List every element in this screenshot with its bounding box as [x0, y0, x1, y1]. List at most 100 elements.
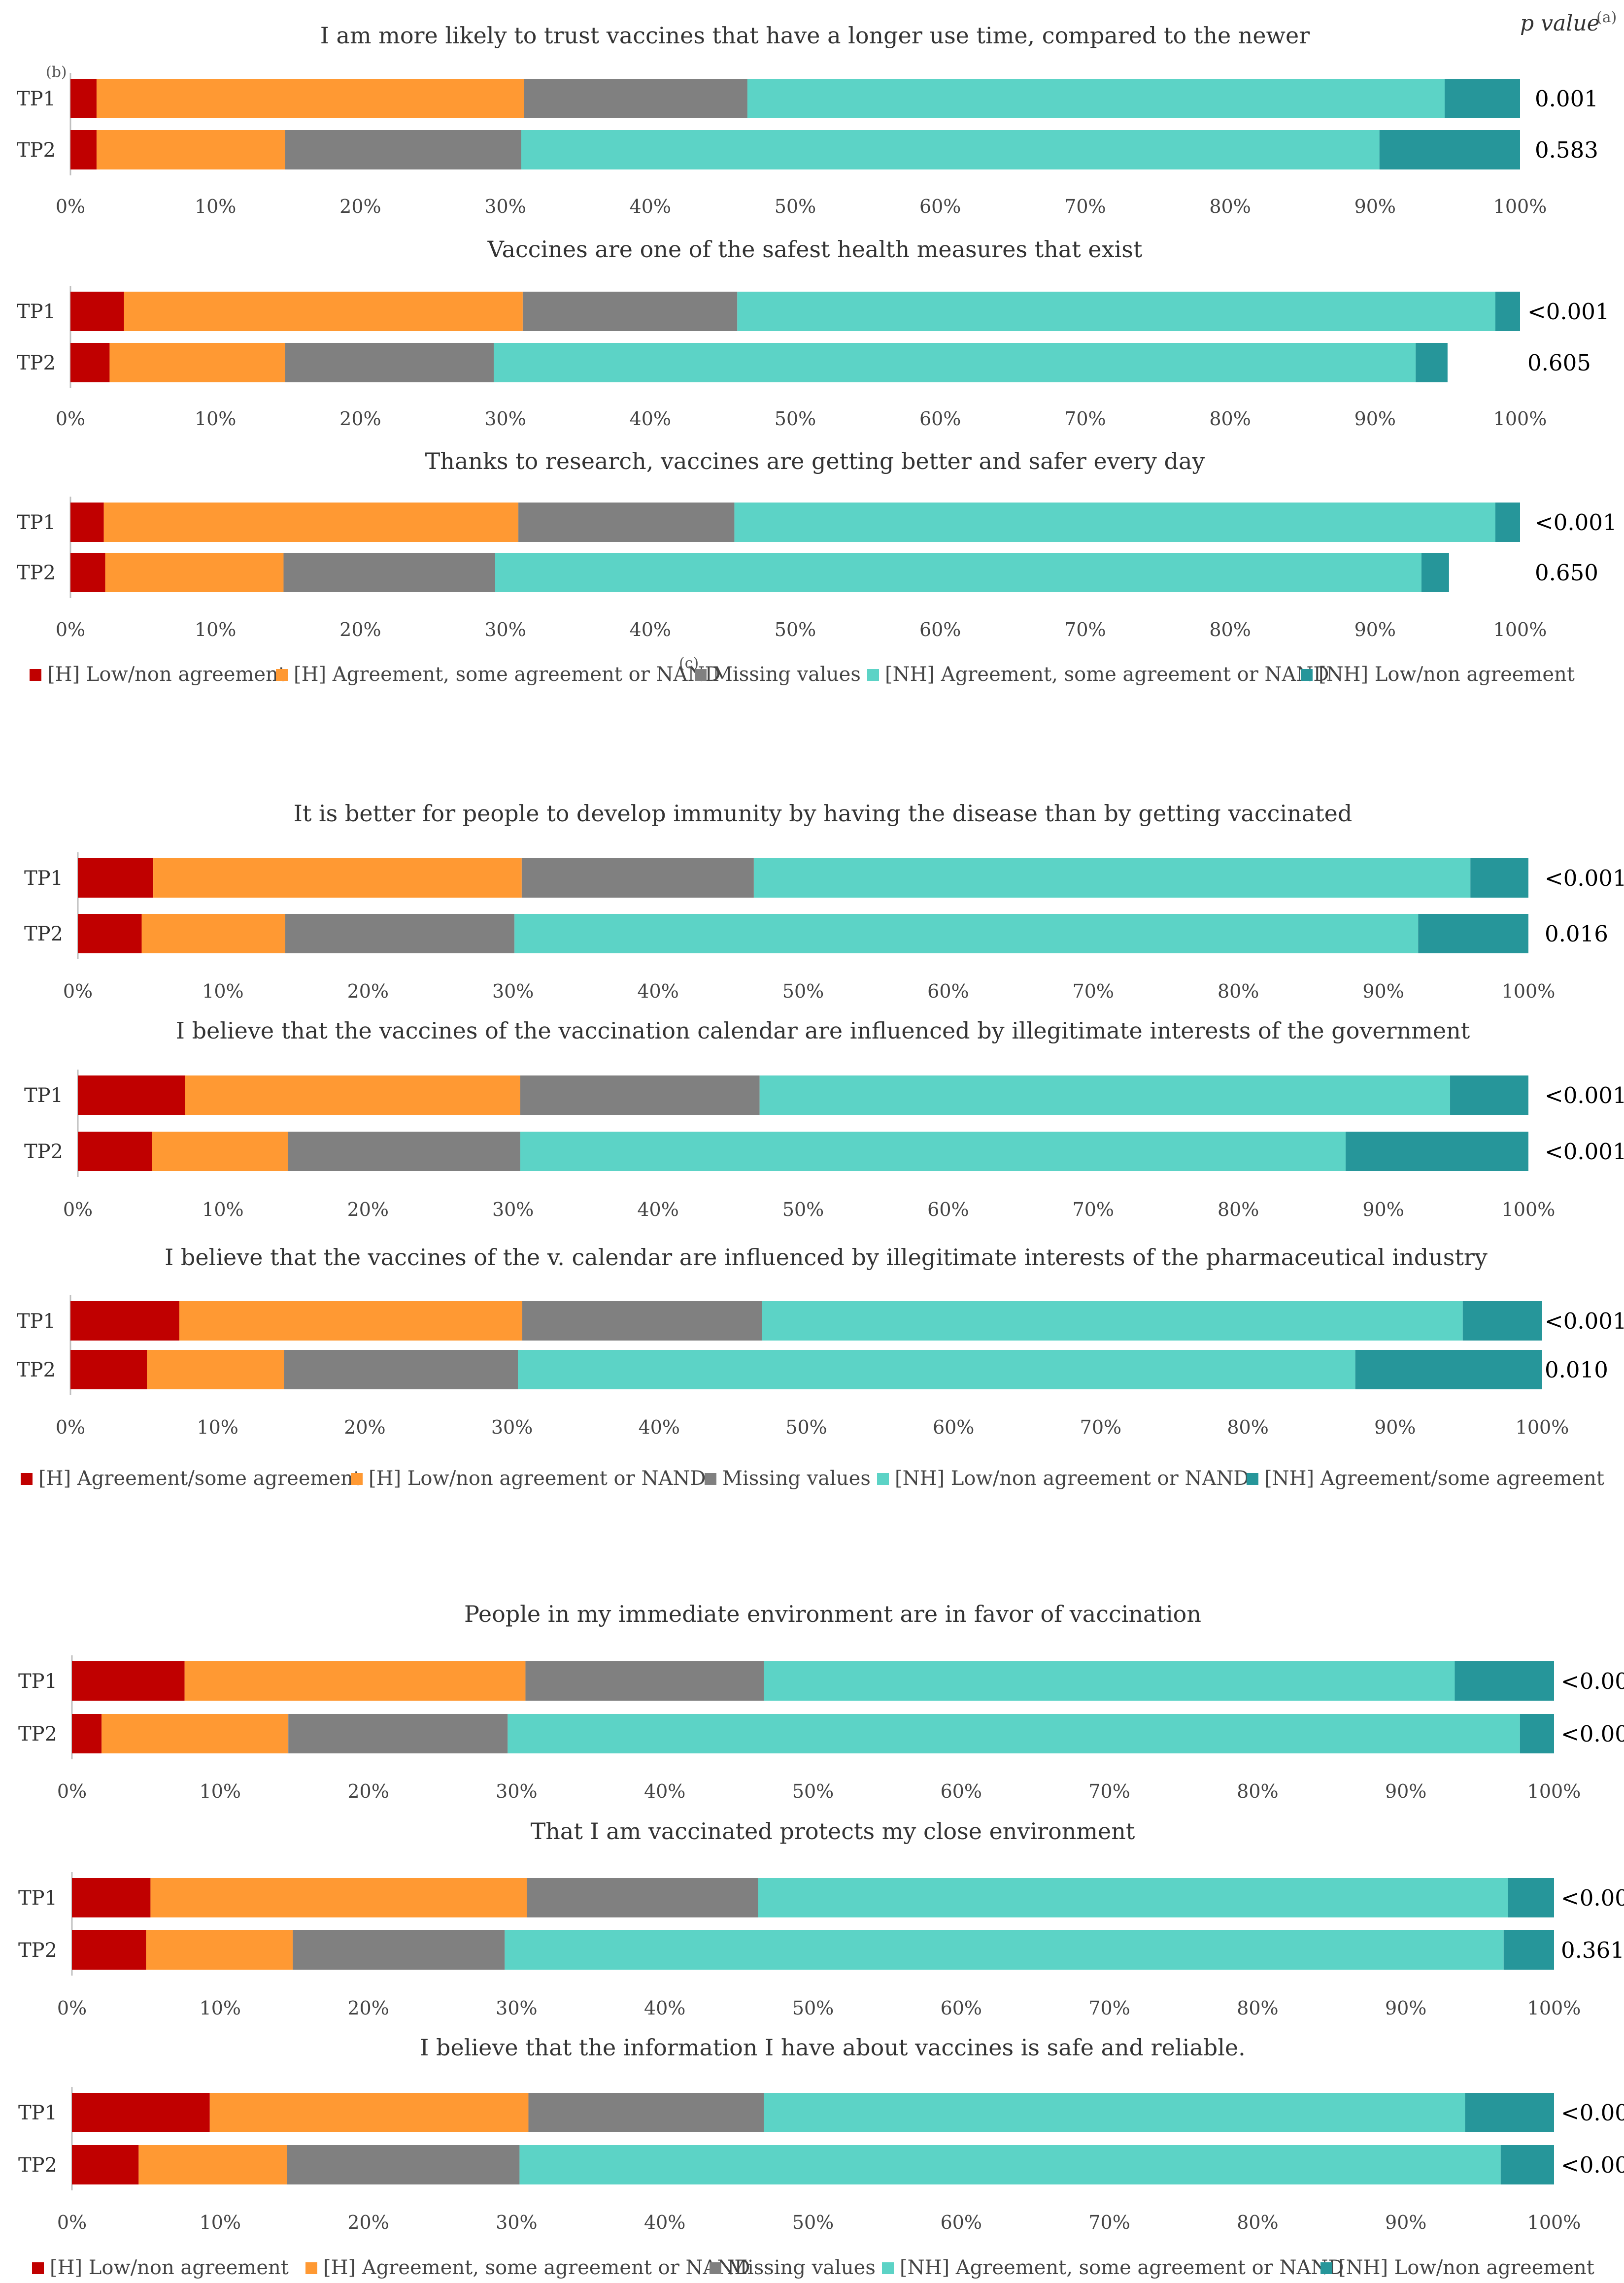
x-tick-label: 60% [927, 980, 969, 1002]
x-tick-label: 80% [1218, 1199, 1259, 1220]
x-tick-label: 20% [347, 1997, 389, 2019]
bar-segment-tp1-s2 [124, 292, 523, 331]
legend-label: [NH] Agreement, some agreement or NAND [885, 663, 1329, 686]
legend-3: [H] Low/non agreement [H] Agreement, some… [32, 2256, 1594, 2279]
legend-label: [NH] Low/non agreement [1319, 663, 1575, 686]
legend-swatch [705, 1473, 716, 1485]
bar-segment-tp1-s5 [1445, 79, 1520, 118]
bar-segment-tp2-s5 [1346, 1132, 1528, 1171]
bar-segment-tp1-s5 [1495, 292, 1520, 331]
chart-4: It is better for people to develop immun… [24, 800, 1624, 1002]
bar-segment-tp1-s3 [522, 292, 738, 331]
x-tick-label: 40% [639, 1416, 680, 1438]
x-tick-label: 100% [1527, 2212, 1581, 2233]
legend-swatch [32, 2262, 44, 2274]
x-tick-label: 40% [630, 408, 671, 430]
legend-label: [NH] Agreement/some agreement [1264, 1467, 1604, 1490]
bar-segment-tp1-s4 [759, 1075, 1451, 1115]
bar-segment-tp1-s5 [1465, 2093, 1554, 2132]
category-label: TP2 [18, 1723, 57, 1746]
chart-title: That I am vaccinated protects my close e… [531, 1818, 1135, 1845]
bar-segment-tp2-s4 [508, 1714, 1520, 1753]
bar-segment-tp2-s4 [495, 553, 1421, 592]
x-tick-label: 40% [644, 2212, 685, 2233]
x-tick-label: 20% [347, 980, 389, 1002]
legend-swatch [1320, 2262, 1332, 2274]
bar-segment-tp1-s1 [70, 292, 124, 331]
x-tick-label: 90% [1354, 408, 1396, 430]
bar-segment-tp1-s4 [734, 503, 1495, 542]
x-tick-label: 30% [492, 1199, 534, 1220]
bar-segment-tp1-s5 [1450, 1075, 1528, 1115]
bar-segment-tp1-s1 [72, 1878, 151, 1917]
category-note: (b) [46, 64, 67, 81]
bar-segment-tp2-s5 [1418, 914, 1528, 953]
x-tick-label: 0% [56, 619, 85, 640]
p-value-label: <0.001 [1561, 2152, 1624, 2178]
bar-segment-tp1-s3 [518, 503, 735, 542]
x-tick-label: 10% [202, 1199, 243, 1220]
bar-segment-tp1-s3 [528, 2093, 764, 2132]
legend-swatch [882, 2262, 894, 2274]
x-tick-label: 50% [775, 196, 816, 217]
bar-segment-tp2-s5 [1421, 553, 1449, 592]
bar-segment-tp2-s4 [521, 130, 1380, 169]
x-tick-label: 40% [630, 196, 671, 217]
bar-segment-tp2-s2 [146, 1930, 293, 1970]
x-tick-label: 70% [1064, 619, 1106, 640]
p-value-label: <0.001 [1545, 865, 1624, 891]
x-tick-label: 100% [1493, 619, 1547, 640]
x-tick-label: 30% [484, 408, 526, 430]
chart-8: That I am vaccinated protects my close e… [18, 1818, 1624, 2019]
bar-segment-tp1-s1 [78, 1075, 185, 1115]
x-tick-label: 30% [496, 1997, 537, 2019]
category-label: TP1 [18, 1670, 57, 1693]
bar-segment-tp2-s1 [78, 914, 142, 953]
x-tick-label: 90% [1374, 1416, 1416, 1438]
x-tick-label: 20% [347, 1199, 389, 1220]
pvalue-note: (a) [1596, 9, 1617, 26]
x-tick-label: 60% [941, 2212, 982, 2233]
chart-title: Vaccines are one of the safest health me… [487, 236, 1143, 263]
x-tick-label: 40% [630, 619, 671, 640]
bar-segment-tp1-s2 [103, 503, 519, 542]
x-tick-label: 90% [1354, 619, 1396, 640]
bar-segment-tp1-s1 [78, 858, 154, 898]
p-value-label: 0.001 [1535, 86, 1598, 112]
bar-segment-tp2-s1 [78, 1132, 152, 1171]
x-tick-label: 100% [1493, 196, 1547, 217]
x-tick-label: 30% [484, 196, 526, 217]
bar-segment-tp2-s3 [285, 343, 494, 382]
x-tick-label: 100% [1502, 1199, 1556, 1220]
category-label: TP2 [24, 923, 63, 945]
bar-segment-tp2-s3 [293, 1930, 505, 1970]
bar-segment-tp1-s2 [209, 2093, 529, 2132]
chart-6: I believe that the vaccines of the v. ca… [17, 1244, 1624, 1438]
category-label: TP2 [18, 2154, 57, 2177]
bar-segment-tp1-s3 [525, 1661, 764, 1701]
chart-5: I believe that the vaccines of the vacci… [24, 1017, 1624, 1220]
legend-label: Missing values [712, 663, 861, 686]
bar-segment-tp2-s2 [96, 130, 285, 169]
x-tick-label: 0% [57, 1780, 87, 1802]
legend-label: [H] Agreement/some agreement [38, 1467, 361, 1490]
p-value-label: <0.001 [1545, 1139, 1624, 1165]
p-value-label: 0.583 [1535, 137, 1598, 163]
p-value-label: <0.001 [1545, 1308, 1624, 1334]
p-value-label: <0.001 [1535, 509, 1617, 536]
bar-segment-tp1-s4 [737, 292, 1495, 331]
x-tick-label: 70% [1088, 2212, 1130, 2233]
bar-segment-tp2-s4 [494, 343, 1416, 382]
x-tick-label: 20% [339, 408, 381, 430]
x-tick-label: 50% [775, 408, 816, 430]
bar-segment-tp2-s2 [105, 553, 284, 592]
x-tick-label: 0% [56, 408, 85, 430]
bar-segment-tp2-s3 [283, 553, 496, 592]
chart-title: Thanks to research, vaccines are getting… [425, 448, 1205, 474]
legend-label: [NH] Low/non agreement or NAND [895, 1467, 1249, 1490]
x-tick-label: 90% [1362, 1199, 1404, 1220]
x-tick-label: 20% [347, 2212, 389, 2233]
x-tick-label: 60% [919, 619, 961, 640]
bar-segment-tp1-s5 [1462, 1301, 1542, 1341]
legend-swatch [710, 2262, 721, 2274]
